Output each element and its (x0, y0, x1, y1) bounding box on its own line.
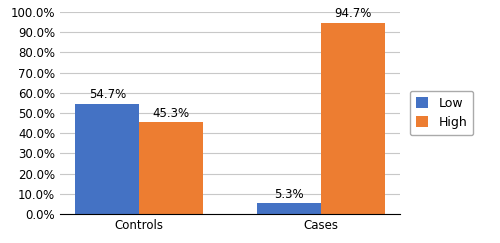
Text: 94.7%: 94.7% (334, 8, 372, 20)
Text: 45.3%: 45.3% (152, 107, 190, 120)
Legend: Low, High: Low, High (410, 91, 474, 135)
Text: 5.3%: 5.3% (274, 188, 304, 201)
Bar (258, 203, 321, 214)
Bar (321, 23, 384, 214)
Bar (76, 104, 139, 214)
Text: 54.7%: 54.7% (88, 88, 126, 101)
Bar (139, 122, 202, 214)
